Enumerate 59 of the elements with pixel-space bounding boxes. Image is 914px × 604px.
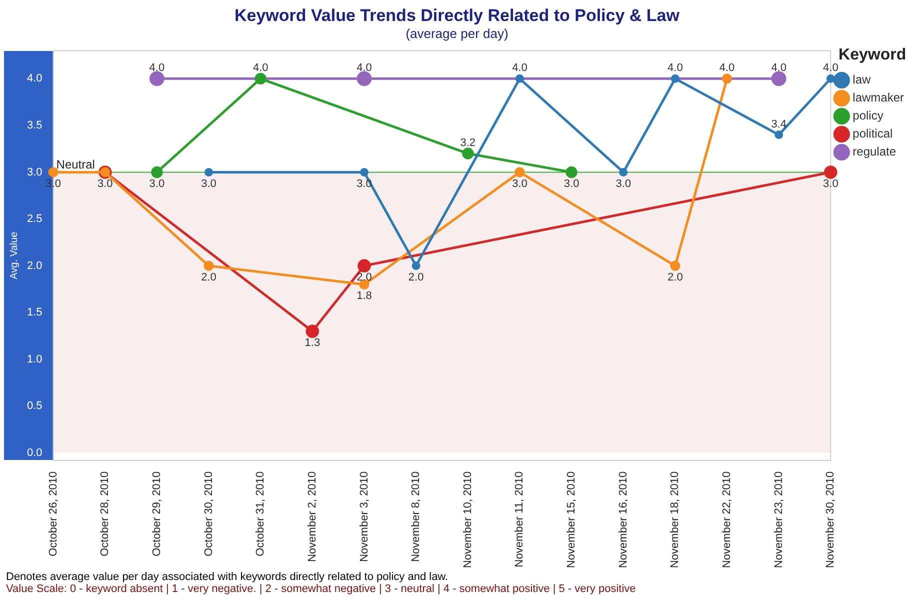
x-tick-label: November 18, 2010: [669, 471, 682, 568]
data-label: 4.0: [252, 62, 268, 74]
x-tick-label: November 15, 2010: [566, 471, 578, 568]
x-tick-label: November 11, 2010: [514, 471, 526, 568]
data-label: 3.4: [771, 118, 786, 130]
data-label: 4.0: [512, 62, 528, 74]
x-tick-label: November 23, 2010: [772, 471, 785, 568]
data-label: 4.0: [149, 62, 165, 74]
data-label: 2.0: [201, 271, 216, 284]
x-tick-label: November 16, 2010: [617, 471, 630, 568]
data-label: 3.0: [823, 178, 838, 190]
data-label: 4.0: [356, 62, 372, 74]
x-tick-label: October 29, 2010: [150, 471, 163, 556]
x-tick-label: November 30, 2010: [824, 471, 837, 568]
data-label: 4.0: [823, 62, 838, 74]
legend-label: law: [852, 72, 871, 87]
legend-label: regulate: [852, 144, 896, 159]
y-tick-label: 2.0: [26, 260, 42, 272]
x-tick-label: November 8, 2010: [410, 471, 422, 562]
data-label: 4.0: [771, 62, 786, 74]
data-label: 4.0: [719, 62, 735, 74]
x-tick-label: October 31, 2010: [254, 471, 267, 556]
data-label: 3.0: [149, 178, 165, 190]
x-tick-label: November 3, 2010: [358, 471, 370, 562]
data-label: 3.2: [460, 137, 476, 150]
x-tick-label: October 26, 2010: [47, 471, 60, 556]
y-tick-label: 1.5: [26, 306, 42, 319]
legend-label: political: [852, 126, 893, 141]
text: Denotes average value per day associated with keywords directly related to policy and law.: [6, 571, 450, 583]
x-tick-label: November 2, 2010: [306, 471, 318, 562]
x-tick-label: October 30, 2010: [202, 471, 215, 556]
data-label: 4.0: [668, 62, 683, 74]
legend-label: policy: [852, 108, 884, 123]
data-label: 3.0: [97, 178, 113, 190]
y-tick-label: 3.5: [26, 119, 42, 132]
chart-title: Keyword Value Trends Directly Related to Policy & Law: [234, 5, 680, 26]
chart-subtitle: (average per day): [404, 26, 510, 41]
y-tick-label: 2.5: [26, 213, 42, 226]
data-label: 3.0: [512, 178, 528, 190]
y-tick-label: 4.0: [26, 72, 42, 85]
data-label: 1.3: [304, 336, 320, 349]
data-label: 3.0: [564, 178, 580, 190]
data-label: 2.0: [668, 271, 683, 284]
data-label: 3.0: [616, 178, 632, 190]
y-tick-label: 3.0: [26, 166, 42, 178]
y-axis-title: Avg. Value: [8, 231, 20, 280]
data-label: 1.8: [356, 290, 372, 302]
x-tick-label: November 22, 2010: [721, 471, 734, 568]
data-label: 3.0: [201, 178, 216, 190]
legend-title: Keyword: [838, 46, 906, 64]
data-label: 2.0: [408, 271, 424, 284]
y-tick-label: 0.5: [26, 400, 42, 412]
text: Value Scale: 0 - keyword absent | 1 - very negative. | 2 - somewhat negative | 3 - neutral | 4 - somewhat positive | 5 - very positive: [6, 583, 637, 595]
x-tick-label: October 28, 2010: [99, 471, 112, 556]
legend-label: lawmaker: [852, 90, 904, 105]
ref-line-label: Neutral: [56, 158, 95, 172]
x-tick-label: November 10, 2010: [462, 471, 474, 568]
y-tick-label: 0.0: [26, 446, 42, 459]
y-tick-label: 1.0: [26, 353, 42, 366]
